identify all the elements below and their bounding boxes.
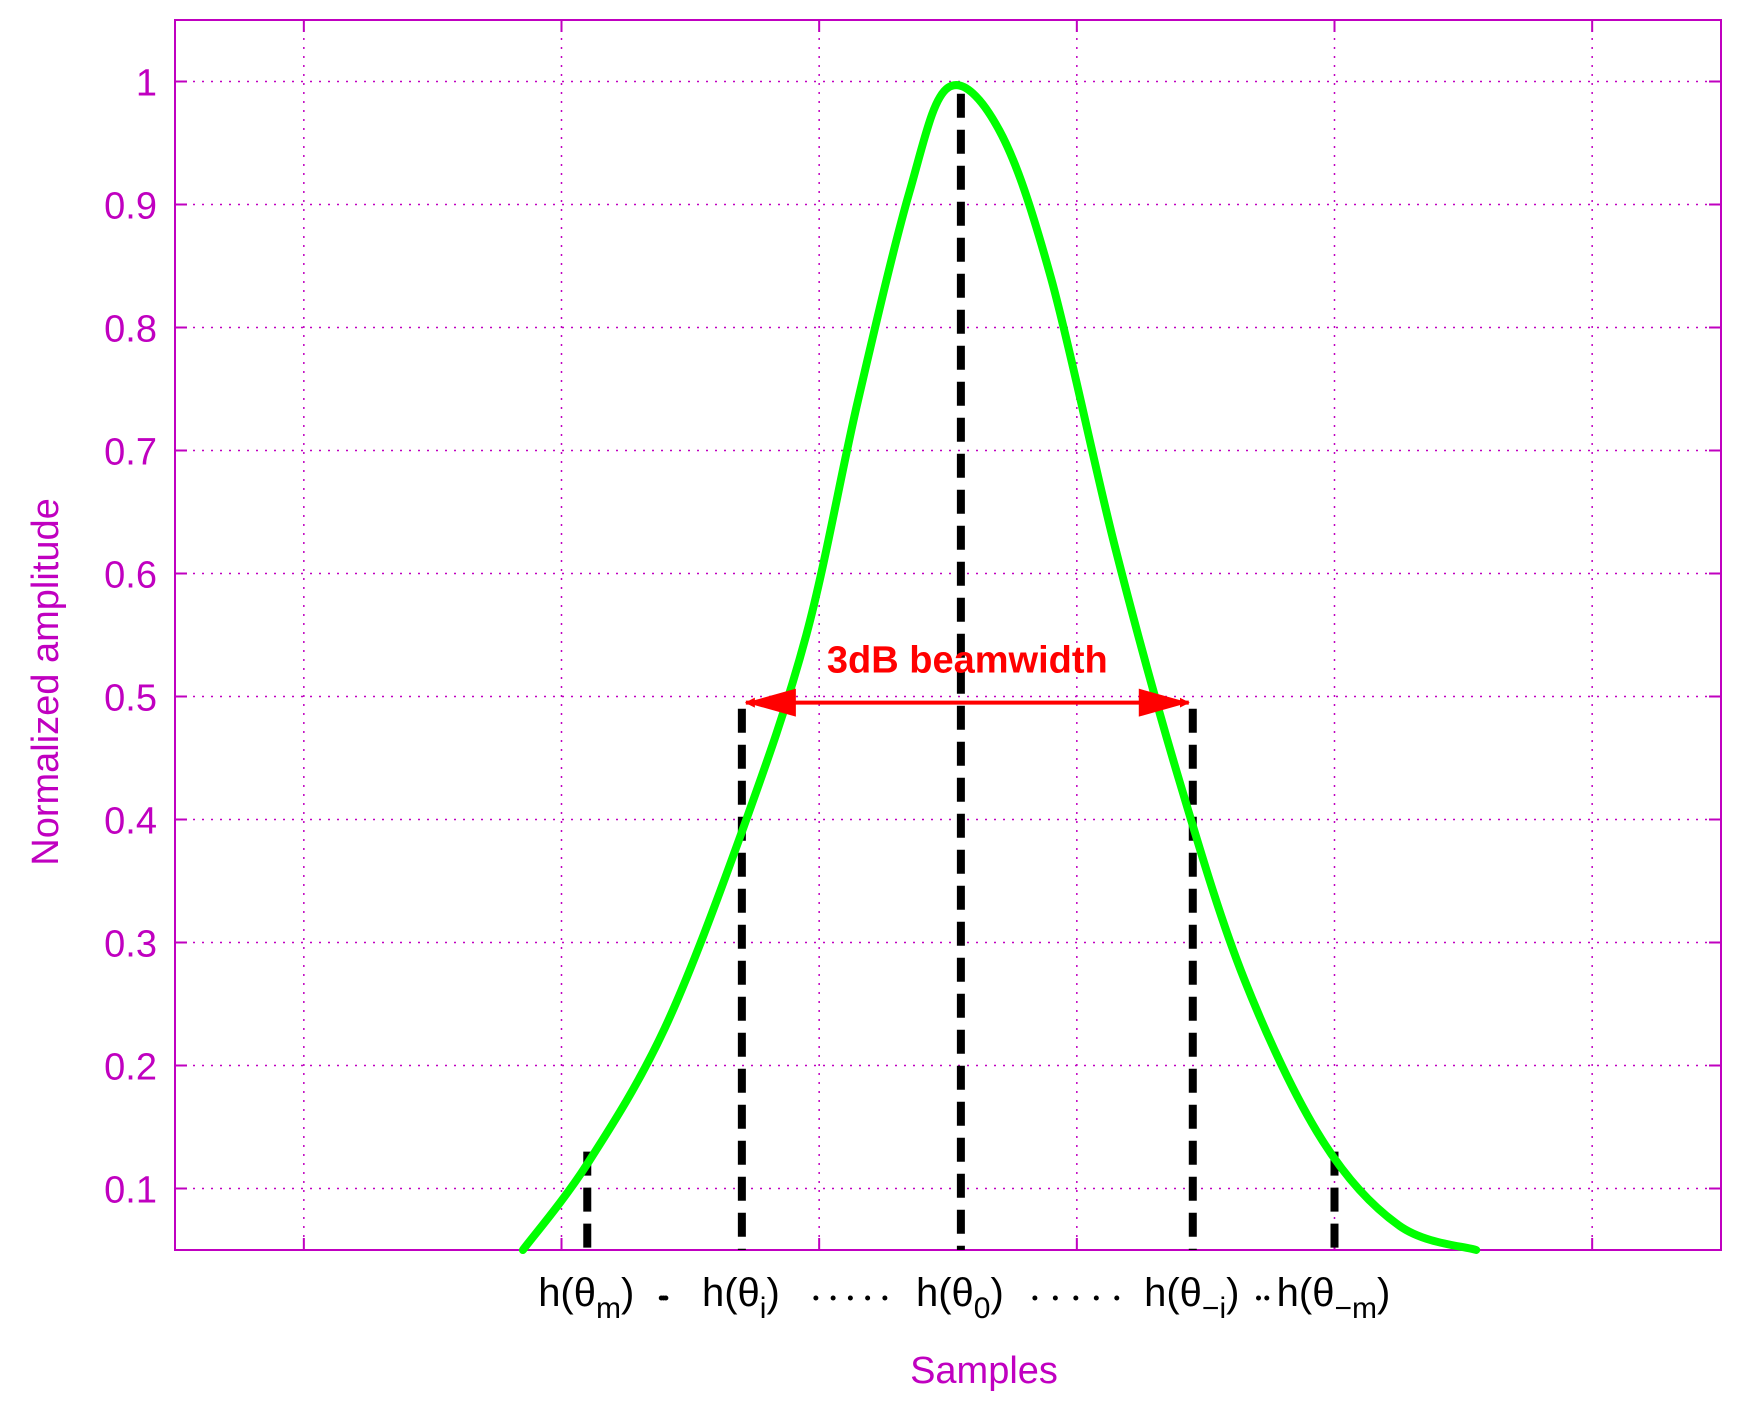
axes: 0.1 0.2 0.3 0.4 0.5 0.6 0.7 0.8 0.9 1 bbox=[104, 19, 1722, 1251]
sample-label-close: ) bbox=[766, 1271, 779, 1315]
sample-label-subscript: 0 bbox=[974, 1292, 991, 1325]
sample-label-1: h(θi) bbox=[702, 1271, 780, 1325]
arrowhead-right bbox=[1138, 688, 1189, 717]
sample-label-main: h(θ bbox=[702, 1271, 760, 1315]
y-tick-label-1: 0.2 bbox=[104, 1047, 157, 1089]
ellipsis-dot bbox=[847, 1295, 853, 1301]
ellipsis-dot bbox=[813, 1295, 819, 1301]
sample-label-main: h(θ bbox=[1144, 1271, 1202, 1315]
y-axis-label: Normalized amplitude bbox=[25, 498, 67, 866]
sample-label-subscript: −i bbox=[1202, 1292, 1226, 1325]
ellipsis-dot bbox=[1256, 1295, 1261, 1301]
y-tick-label-4: 0.5 bbox=[104, 678, 157, 720]
curve-layer bbox=[518, 81, 1481, 1254]
sample-label-2: h(θ0) bbox=[916, 1271, 1004, 1325]
sample-label-subscript: −m bbox=[1334, 1292, 1377, 1325]
x-axis-label: Samples bbox=[910, 1350, 1058, 1392]
sample-label-close: ) bbox=[990, 1271, 1003, 1315]
y-tick-label-7: 0.8 bbox=[104, 309, 157, 351]
labels: Samples Normalized amplitude h(θm) h(θi) h… bbox=[25, 498, 1390, 1392]
y-tick-label-9: 1 bbox=[136, 63, 157, 105]
y-tick-label-0: 0.1 bbox=[104, 1170, 157, 1212]
sample-label-3: h(θ−i) bbox=[1144, 1271, 1239, 1325]
y-tick-label-8: 0.9 bbox=[104, 186, 157, 228]
sample-label-main: h(θ bbox=[1277, 1271, 1335, 1315]
sample-label-main: h(θ bbox=[538, 1271, 596, 1315]
ellipsis-dot bbox=[1052, 1295, 1058, 1301]
ellipsis-dot bbox=[663, 1295, 669, 1301]
y-tick-label-5: 0.6 bbox=[104, 555, 157, 597]
sample-label-subscript: m bbox=[596, 1292, 621, 1325]
ellipsis-dot bbox=[1093, 1295, 1099, 1301]
ellipsis-dot bbox=[882, 1295, 888, 1301]
grid bbox=[175, 20, 1721, 1250]
annotation-layer: 3dB beamwidth bbox=[744, 640, 1190, 717]
ellipsis-dot bbox=[1073, 1295, 1079, 1301]
sample-label-0: h(θm) bbox=[538, 1271, 634, 1325]
sample-label-main: h(θ bbox=[916, 1271, 974, 1315]
beamwidth-annotation: 3dB beamwidth bbox=[827, 640, 1108, 682]
y-tick-label-2: 0.3 bbox=[104, 924, 157, 966]
ellipsis-dot bbox=[1264, 1295, 1270, 1301]
y-tick-label-3: 0.4 bbox=[104, 801, 157, 843]
sample-label-close: ) bbox=[1377, 1271, 1390, 1315]
sample-label-close: ) bbox=[1226, 1271, 1239, 1315]
beam-pattern-line bbox=[518, 81, 1481, 1254]
sample-label-4: h(θ−m) bbox=[1277, 1271, 1391, 1325]
sample-label-subscript: i bbox=[760, 1292, 767, 1325]
plot-frame bbox=[174, 19, 1722, 1251]
ellipsis-dot bbox=[1114, 1295, 1120, 1301]
arrowhead-left bbox=[745, 688, 796, 717]
ellipsis-dot bbox=[865, 1295, 871, 1301]
ellipsis-dot bbox=[830, 1295, 836, 1301]
sample-label-close: ) bbox=[621, 1271, 634, 1315]
ellipsis-dot bbox=[1032, 1295, 1038, 1301]
y-tick-label-6: 0.7 bbox=[104, 432, 157, 474]
